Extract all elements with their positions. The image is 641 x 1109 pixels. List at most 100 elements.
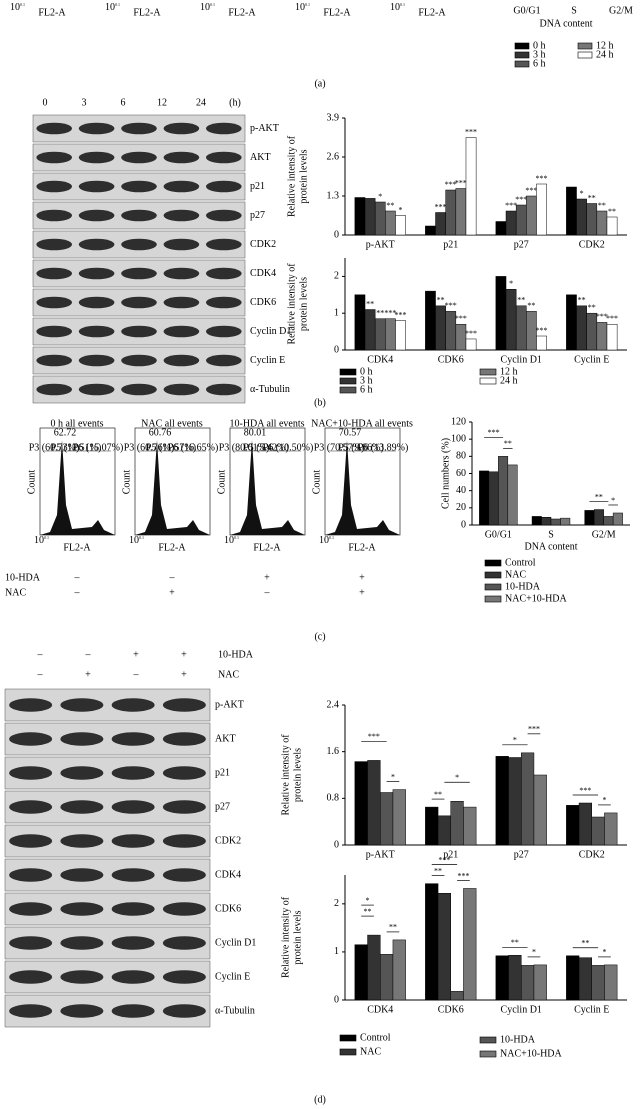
x-tick-label: CDK4 (367, 354, 393, 365)
legend-label: NAC+10-HDA (505, 593, 568, 604)
y-tick-label: 40 (456, 485, 466, 496)
blot-band (162, 834, 206, 848)
y-tick-label: 0 (334, 344, 339, 355)
bar (566, 805, 580, 846)
x-tick-label: Cyclin D1 (501, 1004, 542, 1015)
legend-swatch (484, 571, 502, 579)
time-label: 12 (157, 97, 167, 108)
flow-gate: P3 (70.57%) (314, 442, 365, 453)
tick-exp: 0.1 (20, 2, 25, 7)
blot-band (60, 834, 104, 848)
blot-band (162, 766, 206, 780)
blot-label: Cyclin D1 (215, 937, 256, 948)
bar (364, 198, 376, 236)
x-tick-label: CDK2 (579, 239, 605, 250)
y-axis-label: Relative intensity of (286, 263, 297, 345)
blot-band (78, 383, 115, 396)
bar (495, 221, 507, 236)
blot-band (111, 1004, 155, 1018)
x-tick-label: CDK6 (438, 1004, 464, 1015)
blot-band (163, 180, 200, 193)
blot-band (60, 732, 104, 746)
legend-label: 3 h (360, 375, 373, 386)
significance: ** (504, 439, 512, 448)
flow-xlabel: FL2-A (228, 7, 256, 18)
significance: ** (608, 207, 616, 216)
treatment-sign: – (37, 669, 44, 680)
treatment-sign: + (181, 649, 187, 660)
bar (603, 516, 614, 526)
bar (495, 276, 507, 351)
blot-label: AKT (215, 733, 236, 744)
legend-swatch (339, 368, 357, 376)
flow-histogram (230, 440, 305, 535)
x-tick-label: p-AKT (366, 239, 395, 250)
significance: *** (515, 195, 527, 204)
treatment-sign: + (181, 669, 187, 680)
bar (455, 188, 467, 236)
flow-xlabel: FL2-A (418, 7, 446, 18)
flow-histogram (40, 440, 115, 535)
blot-band (162, 698, 206, 712)
y-tick-label: 0 (334, 229, 339, 240)
blot-band (9, 800, 53, 814)
panel-label: (c) (314, 631, 325, 642)
y-axis-label: Relative intensity of (280, 734, 291, 816)
flow-ylabel: Count (121, 470, 132, 495)
bar (584, 510, 595, 526)
blot-band (78, 209, 115, 222)
y-axis-label: Cell numbers (%) (440, 438, 451, 509)
blot-band (111, 732, 155, 746)
bar (425, 290, 436, 351)
significance: ** (364, 907, 372, 916)
treatment-sign: – (37, 649, 44, 660)
blot-band (205, 151, 242, 164)
bar (385, 318, 396, 351)
bar (498, 456, 509, 526)
significance: * (532, 948, 536, 957)
bar (515, 305, 527, 351)
bar (354, 761, 368, 846)
treatment-name: 10-HDA (5, 572, 41, 583)
flow-gate: P5 (11.57%) (146, 442, 196, 453)
bar (593, 509, 604, 526)
flow-gate: P3 (60.76%) (124, 442, 175, 453)
y-tick-label: 0 (461, 519, 466, 530)
tick-exp: 0.1 (329, 535, 334, 540)
blot-band (111, 698, 155, 712)
flow-tick: 100.1 (390, 2, 405, 13)
legend-label: 24 h (500, 375, 518, 386)
flow-gate: P5 (5.42%) (243, 442, 289, 453)
blot-band (78, 325, 115, 338)
bar (354, 197, 366, 236)
blot-band (9, 834, 53, 848)
significance: * (378, 192, 382, 201)
legend-label: 12 h (596, 40, 614, 51)
blot-band (205, 296, 242, 309)
flow-xlabel: FL2-A (133, 7, 161, 18)
flow-xlabel: FL2-A (253, 542, 281, 553)
bar (591, 816, 605, 846)
flow-title: NAC all events (141, 418, 203, 429)
y-tick-label: 60 (456, 468, 466, 479)
treatment-sign: – (74, 587, 81, 598)
blot-band (162, 868, 206, 882)
tick-exp: 0.1 (44, 535, 49, 540)
significance: ** (595, 492, 603, 501)
x-tick-label: G2/M (609, 5, 633, 16)
bar (354, 294, 366, 351)
treatment-sign: – (264, 587, 271, 598)
blot-band (60, 1004, 104, 1018)
time-label: 0 (43, 97, 48, 108)
bar (463, 806, 477, 846)
blot-band (163, 238, 200, 251)
flow-title: 0 h all events (50, 418, 103, 429)
flow-tick: 100.1 (105, 2, 120, 13)
tick-exp: 0.1 (305, 2, 310, 7)
significance: *** (435, 202, 447, 211)
tick-exp: 0.1 (400, 2, 405, 7)
flow-peak: 70.57 (339, 427, 362, 438)
legend-label: NAC (505, 569, 526, 580)
x-tick-label: CDK2 (579, 849, 605, 860)
